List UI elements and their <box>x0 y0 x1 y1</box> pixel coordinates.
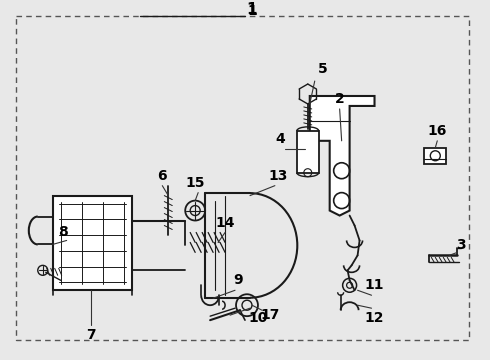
Text: 6: 6 <box>157 169 167 183</box>
Text: 11: 11 <box>365 278 384 292</box>
Text: 16: 16 <box>428 124 447 138</box>
Text: 14: 14 <box>215 216 235 230</box>
Text: 17: 17 <box>260 308 280 322</box>
Text: 1: 1 <box>247 2 257 17</box>
Text: 12: 12 <box>365 311 384 325</box>
Text: 7: 7 <box>86 328 96 342</box>
Text: 5: 5 <box>318 62 328 76</box>
Text: 15: 15 <box>185 176 205 190</box>
Bar <box>53 195 132 290</box>
Text: 8: 8 <box>58 225 68 239</box>
Text: 10: 10 <box>248 311 268 325</box>
Text: 4: 4 <box>275 132 285 146</box>
Text: 9: 9 <box>233 273 243 287</box>
Polygon shape <box>310 96 374 216</box>
Text: 13: 13 <box>268 169 288 183</box>
Text: 3: 3 <box>456 238 466 252</box>
Text: 1: 1 <box>247 4 257 18</box>
Bar <box>424 148 446 164</box>
Text: 2: 2 <box>335 92 344 106</box>
Bar <box>297 131 318 173</box>
